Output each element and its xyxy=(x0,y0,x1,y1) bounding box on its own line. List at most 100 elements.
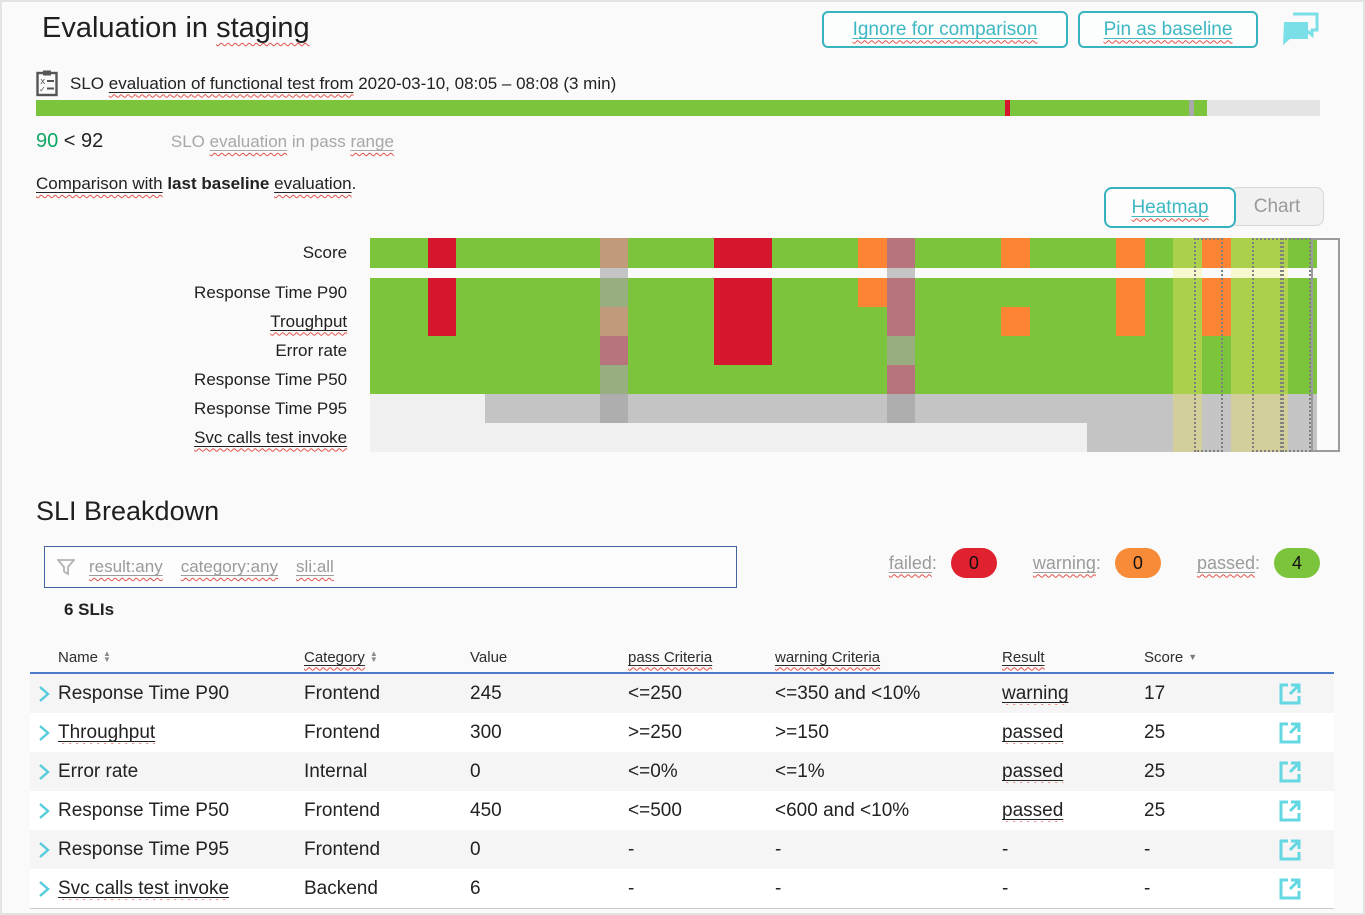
heatmap-tile[interactable] xyxy=(398,307,428,336)
heatmap-tile[interactable] xyxy=(857,365,887,394)
external-link-icon[interactable] xyxy=(1278,720,1334,745)
heatmap-tile[interactable] xyxy=(1259,336,1289,365)
heatmap-tile[interactable] xyxy=(972,365,1002,394)
heatmap-tile[interactable] xyxy=(1116,307,1145,336)
column-header-value[interactable]: Value xyxy=(470,648,508,666)
heatmap-tile[interactable] xyxy=(456,423,485,452)
heatmap-tile[interactable] xyxy=(1202,238,1231,268)
column-header-score[interactable]: Score ▼ xyxy=(1144,648,1198,666)
heatmap-tile[interactable] xyxy=(743,238,772,268)
heatmap-tile[interactable] xyxy=(972,394,1002,423)
heatmap-tile[interactable] xyxy=(685,365,715,394)
heatmap-tile[interactable] xyxy=(398,365,428,394)
heatmap-tile[interactable] xyxy=(599,423,629,452)
column-header-name[interactable]: Name ▲ ▼ xyxy=(58,648,111,666)
heatmap-tile[interactable] xyxy=(657,278,686,307)
heatmap-tile[interactable] xyxy=(657,394,686,423)
column-header-result[interactable]: Result xyxy=(1002,648,1045,666)
heatmap-tile[interactable] xyxy=(1173,336,1203,365)
heatmap-tile[interactable] xyxy=(370,423,399,452)
heatmap-tile[interactable] xyxy=(800,238,830,268)
heatmap-tile[interactable] xyxy=(685,278,715,307)
heatmap-tile[interactable] xyxy=(1259,278,1289,307)
approval-chat-icon[interactable] xyxy=(1278,6,1324,52)
heatmap-tile[interactable] xyxy=(1116,238,1145,268)
heatmap-tile[interactable] xyxy=(943,268,973,278)
heatmap-tile[interactable] xyxy=(427,278,457,307)
heatmap-tile[interactable] xyxy=(657,307,686,336)
heatmap-tile[interactable] xyxy=(456,238,485,268)
heatmap-tile[interactable] xyxy=(714,394,744,423)
heatmap-tile[interactable] xyxy=(570,268,600,278)
heatmap-tile[interactable] xyxy=(1001,307,1030,336)
heatmap-tile[interactable] xyxy=(829,365,858,394)
heatmap-tile[interactable] xyxy=(1001,336,1030,365)
heatmap-tile[interactable] xyxy=(513,238,543,268)
heatmap-tile[interactable] xyxy=(915,423,944,452)
heatmap-tile[interactable] xyxy=(1173,268,1203,278)
heatmap-tile[interactable] xyxy=(1058,268,1088,278)
heatmap-tile[interactable] xyxy=(1144,268,1174,278)
pin-as-baseline-button[interactable]: Pin as baseline xyxy=(1078,11,1258,48)
heatmap-tile[interactable] xyxy=(1288,394,1317,423)
heatmap-tile[interactable] xyxy=(1259,238,1289,268)
heatmap-tile[interactable] xyxy=(800,278,830,307)
heatmap-tile[interactable] xyxy=(743,278,772,307)
heatmap-tile[interactable] xyxy=(1259,268,1289,278)
heatmap-tile[interactable] xyxy=(1259,307,1289,336)
heatmap-tile[interactable] xyxy=(1202,278,1231,307)
heatmap-tile[interactable] xyxy=(685,307,715,336)
heatmap-tile[interactable] xyxy=(943,365,973,394)
heatmap-tile[interactable] xyxy=(771,394,801,423)
heatmap-tile[interactable] xyxy=(1144,423,1174,452)
heatmap-tile[interactable] xyxy=(1058,238,1088,268)
heatmap-tile[interactable] xyxy=(542,423,571,452)
heatmap-tile[interactable] xyxy=(1058,394,1088,423)
sli-filter-input[interactable]: result:any category:any sli:all xyxy=(44,546,737,588)
heatmap-tile[interactable] xyxy=(771,238,801,268)
heatmap-tile[interactable] xyxy=(1029,238,1059,268)
heatmap-tile[interactable] xyxy=(370,268,399,278)
heatmap-tile[interactable] xyxy=(542,365,571,394)
heatmap-tile[interactable] xyxy=(915,365,944,394)
external-link-icon[interactable] xyxy=(1278,876,1334,901)
heatmap-tile[interactable] xyxy=(972,307,1002,336)
heatmap-tile[interactable] xyxy=(972,268,1002,278)
heatmap-tile[interactable] xyxy=(398,278,428,307)
heatmap-tile[interactable] xyxy=(570,336,600,365)
heatmap-tile[interactable] xyxy=(628,238,658,268)
heatmap-tile[interactable] xyxy=(771,365,801,394)
heatmap-tile[interactable] xyxy=(1173,278,1203,307)
heatmap-tile[interactable] xyxy=(1001,278,1030,307)
heatmap-tile[interactable] xyxy=(456,268,485,278)
heatmap-tile[interactable] xyxy=(800,394,830,423)
heatmap-tile[interactable] xyxy=(427,336,457,365)
table-row[interactable]: Response Time P90 Frontend 245 <=250 <=350 a… xyxy=(30,674,1334,713)
heatmap-tile[interactable] xyxy=(628,307,658,336)
heatmap-tile[interactable] xyxy=(427,307,457,336)
heatmap-tile[interactable] xyxy=(427,423,457,452)
heatmap-tile[interactable] xyxy=(886,268,916,278)
heatmap-tile[interactable] xyxy=(398,238,428,268)
heatmap-tile[interactable] xyxy=(484,336,514,365)
heatmap-tile[interactable] xyxy=(857,394,887,423)
heatmap-tile[interactable] xyxy=(771,307,801,336)
heatmap-tile[interactable] xyxy=(886,238,916,268)
heatmap-tile[interactable] xyxy=(456,278,485,307)
heatmap-tile[interactable] xyxy=(657,238,686,268)
heatmap-tile[interactable] xyxy=(513,307,543,336)
heatmap-tile[interactable] xyxy=(771,336,801,365)
heatmap-tile[interactable] xyxy=(1230,278,1260,307)
heatmap-tile[interactable] xyxy=(800,365,830,394)
heatmap-tile[interactable] xyxy=(857,268,887,278)
heatmap-tile[interactable] xyxy=(1230,307,1260,336)
heatmap-tile[interactable] xyxy=(972,336,1002,365)
heatmap-tile[interactable] xyxy=(1173,423,1203,452)
heatmap-tile[interactable] xyxy=(456,394,485,423)
heatmap-tile[interactable] xyxy=(1029,336,1059,365)
column-header-pass-criteria[interactable]: pass Criteria xyxy=(628,648,713,666)
heatmap-tile[interactable] xyxy=(1087,394,1117,423)
heatmap-tile[interactable] xyxy=(427,365,457,394)
heatmap-tile[interactable] xyxy=(886,423,916,452)
heatmap-tile[interactable] xyxy=(800,268,830,278)
